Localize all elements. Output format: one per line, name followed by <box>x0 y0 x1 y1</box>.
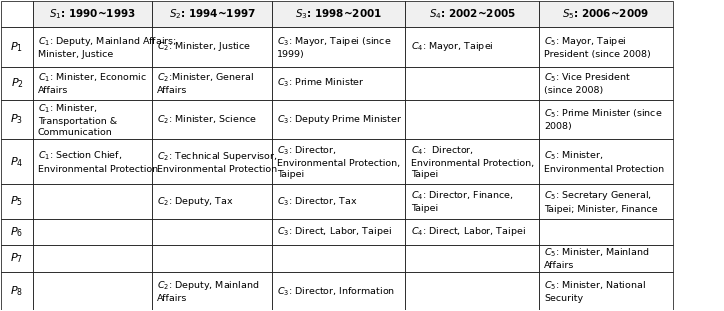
Bar <box>153 139 272 184</box>
Bar <box>405 139 539 184</box>
Text: $C_5$: Mayor, Taipei
President (since 2008): $C_5$: Mayor, Taipei President (since 20… <box>544 35 651 59</box>
Text: $C_1$: Minister, Economic
Affairs: $C_1$: Minister, Economic Affairs <box>38 71 147 95</box>
Bar <box>405 219 539 245</box>
Text: $C_2$: Technical Supervisor,
Environmental Protection: $C_2$: Technical Supervisor, Environment… <box>157 150 278 174</box>
Text: $C_4$: Direct, Labor, Taipei: $C_4$: Direct, Labor, Taipei <box>411 225 526 238</box>
Bar <box>405 100 539 139</box>
Text: $C_4$: Director, Finance,
Taipei: $C_4$: Director, Finance, Taipei <box>411 190 513 213</box>
Bar <box>272 219 405 245</box>
Text: $C_1$: Section Chief,
Environmental Protection: $C_1$: Section Chief, Environmental Prot… <box>38 150 158 174</box>
Bar <box>539 27 673 67</box>
Bar <box>1 245 33 272</box>
Text: $C_1$: Deputy, Mainland Affairs;
Minister, Justice: $C_1$: Deputy, Mainland Affairs; Ministe… <box>38 35 177 59</box>
Bar <box>1 184 33 219</box>
Text: $C_3$: Direct, Labor, Taipei: $C_3$: Direct, Labor, Taipei <box>277 225 392 238</box>
Text: $P_4$: $P_4$ <box>10 155 24 169</box>
Text: $C_5$: Vice President
(since 2008): $C_5$: Vice President (since 2008) <box>544 71 631 95</box>
Bar <box>539 219 673 245</box>
Bar <box>153 219 272 245</box>
Text: $C_3$: Director, Information: $C_3$: Director, Information <box>277 285 395 298</box>
Bar <box>153 272 272 310</box>
Text: $S_4$: 2002~2005: $S_4$: 2002~2005 <box>429 7 515 21</box>
Bar <box>405 184 539 219</box>
Bar <box>539 1 673 27</box>
Bar <box>1 100 33 139</box>
Bar <box>272 245 405 272</box>
Text: $C_5$: Prime Minister (since
2008): $C_5$: Prime Minister (since 2008) <box>544 108 663 131</box>
Bar <box>272 184 405 219</box>
Text: $P_1$: $P_1$ <box>10 40 23 54</box>
Bar <box>153 27 272 67</box>
Text: $C_5$: Minister, Mainland
Affairs: $C_5$: Minister, Mainland Affairs <box>544 247 650 270</box>
Text: $P_7$: $P_7$ <box>10 252 23 265</box>
Bar <box>153 245 272 272</box>
Bar <box>405 1 539 27</box>
Text: $S_2$: 1994~1997: $S_2$: 1994~1997 <box>169 7 256 21</box>
Text: $C_3$: Prime Minister: $C_3$: Prime Minister <box>277 77 365 89</box>
Bar <box>539 245 673 272</box>
Bar <box>272 272 405 310</box>
Bar <box>272 100 405 139</box>
Text: $C_5$: Minister,
Environmental Protection: $C_5$: Minister, Environmental Protectio… <box>544 150 665 174</box>
Text: $C_3$: Director, Tax: $C_3$: Director, Tax <box>277 195 358 208</box>
Text: $S_1$: 1990~1993: $S_1$: 1990~1993 <box>49 7 136 21</box>
Bar <box>33 139 153 184</box>
Bar <box>153 1 272 27</box>
Bar <box>33 184 153 219</box>
Bar <box>33 219 153 245</box>
Bar <box>272 27 405 67</box>
Bar <box>1 139 33 184</box>
Bar <box>33 67 153 100</box>
Text: $C_2$: Deputy, Tax: $C_2$: Deputy, Tax <box>157 195 234 208</box>
Text: $C_3$: Mayor, Taipei (since
1999): $C_3$: Mayor, Taipei (since 1999) <box>277 35 392 59</box>
Text: $P_6$: $P_6$ <box>10 225 23 239</box>
Bar <box>539 67 673 100</box>
Bar <box>153 67 272 100</box>
Text: $C_4$:  Director,
Environmental Protection,
Taipei: $C_4$: Director, Environmental Protectio… <box>411 144 534 179</box>
Bar <box>539 184 673 219</box>
Bar <box>1 67 33 100</box>
Text: $C_3$: Deputy Prime Minister: $C_3$: Deputy Prime Minister <box>277 113 403 126</box>
Bar <box>272 1 405 27</box>
Bar <box>153 100 272 139</box>
Text: $C_2$:Minister, General
Affairs: $C_2$:Minister, General Affairs <box>157 71 254 95</box>
Text: $P_2$: $P_2$ <box>11 76 23 90</box>
Bar <box>1 219 33 245</box>
Text: $C_2$: Minister, Justice: $C_2$: Minister, Justice <box>157 40 251 53</box>
Text: $S_3$: 1998~2001: $S_3$: 1998~2001 <box>295 7 382 21</box>
Bar <box>33 1 153 27</box>
Text: $C_1$: Minister,
Transportation &
Communication: $C_1$: Minister, Transportation & Commun… <box>38 102 117 137</box>
Bar <box>1 272 33 310</box>
Text: $C_5$: Minister, National
Security: $C_5$: Minister, National Security <box>544 280 647 303</box>
Bar <box>33 27 153 67</box>
Bar <box>33 245 153 272</box>
Bar <box>153 184 272 219</box>
Text: $C_2$: Deputy, Mainland
Affairs: $C_2$: Deputy, Mainland Affairs <box>157 279 259 303</box>
Bar <box>405 272 539 310</box>
Text: $P_5$: $P_5$ <box>10 195 23 208</box>
Text: $C_3$: Director,
Environmental Protection,
Taipei: $C_3$: Director, Environmental Protectio… <box>277 144 400 179</box>
Bar <box>539 100 673 139</box>
Text: $P_3$: $P_3$ <box>10 113 23 126</box>
Text: $S_5$: 2006~2009: $S_5$: 2006~2009 <box>563 7 649 21</box>
Bar <box>33 100 153 139</box>
Bar <box>405 67 539 100</box>
Text: $C_4$: Mayor, Taipei: $C_4$: Mayor, Taipei <box>411 40 493 53</box>
Bar <box>33 272 153 310</box>
Text: $P_8$: $P_8$ <box>10 284 23 298</box>
Text: $C_2$: Minister, Science: $C_2$: Minister, Science <box>157 113 257 126</box>
Bar <box>1 27 33 67</box>
Bar <box>1 1 33 27</box>
Bar <box>272 67 405 100</box>
Text: $C_5$: Secretary General,
Taipei; Minister, Finance: $C_5$: Secretary General, Taipei; Minist… <box>544 189 658 214</box>
Bar <box>272 139 405 184</box>
Bar <box>405 245 539 272</box>
Bar <box>539 139 673 184</box>
Bar <box>405 27 539 67</box>
Bar <box>539 272 673 310</box>
